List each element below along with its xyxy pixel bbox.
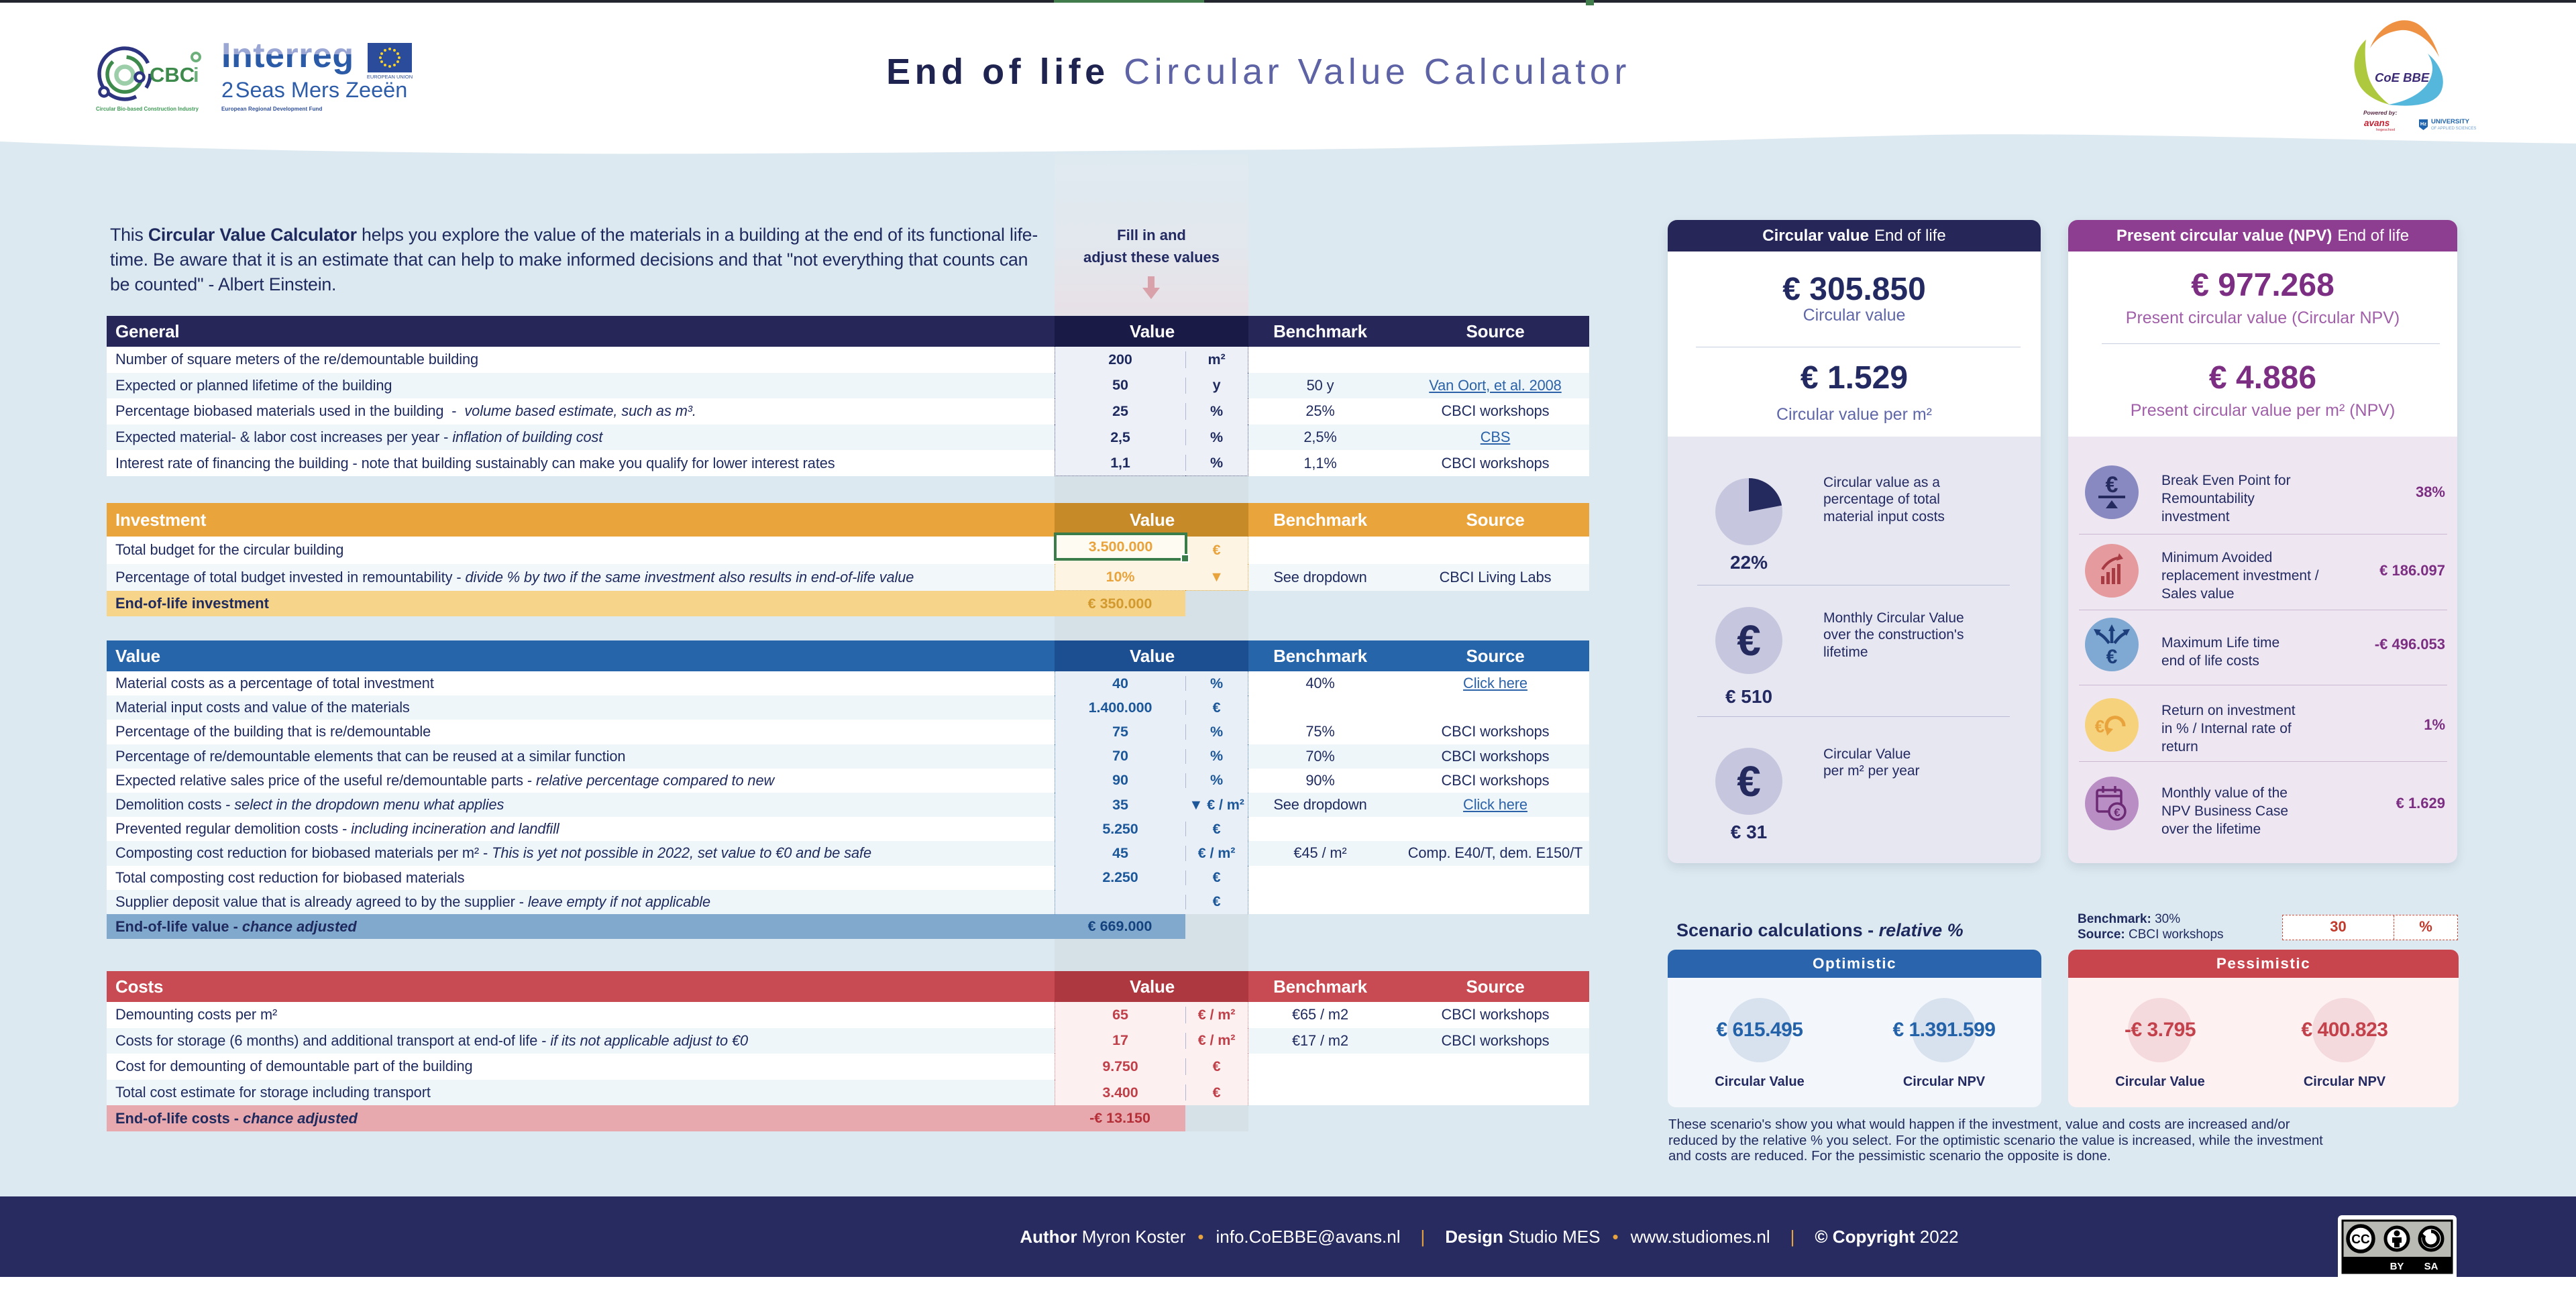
svg-text:€: € <box>2095 716 2104 736</box>
svg-text:Hz: Hz <box>2420 121 2426 127</box>
svg-text:CC: CC <box>2351 1233 2370 1247</box>
svg-text:Circular Bio-based Constructio: Circular Bio-based Construction Industry <box>96 106 199 112</box>
svg-text:BY: BY <box>2390 1261 2404 1272</box>
svg-text:CoE BBE: CoE BBE <box>2375 70 2430 85</box>
svg-text:€: € <box>2106 646 2118 668</box>
svg-text:Powered by:: Powered by: <box>2363 109 2398 116</box>
svg-text:EUROPEAN UNION: EUROPEAN UNION <box>367 74 413 80</box>
svg-text:hogeschool: hogeschool <box>2376 128 2395 132</box>
svg-text:avans: avans <box>2364 118 2390 128</box>
svg-text:i: i <box>193 63 199 87</box>
svg-text:€: € <box>2106 472 2118 498</box>
svg-text:CBC: CBC <box>150 63 195 87</box>
svg-text:UNIVERSITY: UNIVERSITY <box>2431 118 2470 125</box>
svg-text:OF APPLIED SCIENCES: OF APPLIED SCIENCES <box>2431 127 2476 131</box>
svg-text:€: € <box>2114 806 2121 819</box>
svg-text:SA: SA <box>2424 1261 2438 1272</box>
